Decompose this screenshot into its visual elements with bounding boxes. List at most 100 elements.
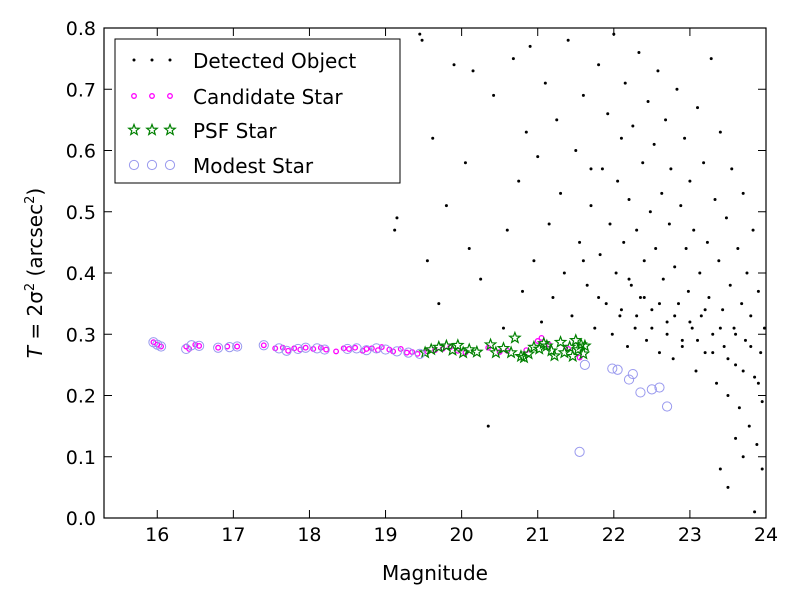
y-tick-label: 0.4 — [66, 263, 96, 285]
y-axis-label-unit: (arcsec — [23, 204, 47, 283]
data-point — [517, 350, 531, 364]
data-point — [698, 271, 702, 275]
data-point — [760, 400, 764, 404]
data-point — [579, 359, 591, 370]
data-point — [626, 345, 630, 348]
data-point — [463, 161, 467, 165]
data-point — [741, 369, 745, 373]
data-point — [368, 345, 375, 352]
data-point — [703, 351, 707, 355]
data-point — [762, 326, 766, 330]
data-point — [363, 346, 370, 352]
data-point — [607, 363, 618, 374]
data-point — [749, 345, 753, 348]
data-point — [610, 332, 614, 336]
legend-marker — [128, 159, 140, 171]
data-point — [565, 349, 580, 363]
data-point — [414, 348, 425, 359]
data-point — [505, 228, 509, 232]
chart-marks — [148, 32, 766, 514]
data-point — [665, 332, 669, 336]
data-point — [686, 289, 690, 293]
data-point — [650, 308, 654, 312]
data-point — [281, 345, 292, 356]
data-point — [437, 302, 441, 306]
data-point — [732, 326, 736, 330]
data-point — [562, 271, 566, 275]
data-point — [699, 314, 703, 318]
data-point — [627, 368, 638, 380]
data-point — [471, 69, 475, 73]
data-point — [671, 357, 675, 361]
data-point — [479, 277, 483, 281]
data-point — [696, 338, 700, 342]
data-point — [753, 510, 757, 514]
y-tick-label: 0.0 — [66, 508, 96, 530]
data-point — [614, 271, 618, 275]
data-point — [547, 222, 551, 226]
x-tick-label: 23 — [678, 524, 702, 546]
data-point — [292, 343, 304, 355]
data-point — [688, 179, 692, 183]
legend-label: PSF Star — [193, 119, 277, 143]
data-point — [585, 283, 589, 287]
data-point — [319, 344, 330, 355]
data-point — [680, 338, 684, 342]
data-point — [547, 348, 562, 362]
data-point — [393, 228, 397, 232]
data-point — [524, 130, 528, 134]
x-tick-label: 20 — [450, 524, 474, 546]
data-point — [652, 142, 656, 146]
data-point — [751, 228, 755, 232]
data-point — [747, 424, 751, 428]
data-point — [760, 467, 764, 471]
data-point — [612, 364, 623, 375]
data-point — [679, 204, 683, 208]
x-tick-label: 22 — [602, 524, 626, 546]
data-point — [589, 204, 593, 208]
data-point — [273, 343, 285, 354]
data-point — [540, 320, 544, 324]
data-point — [378, 344, 385, 351]
data-point — [450, 338, 465, 352]
data-point — [705, 240, 709, 244]
data-point — [544, 343, 559, 357]
data-point — [715, 381, 719, 385]
data-point — [756, 289, 760, 293]
data-point — [501, 326, 505, 330]
data-point — [740, 302, 744, 306]
data-point — [536, 155, 540, 159]
data-point — [351, 343, 362, 354]
data-point — [635, 314, 639, 318]
data-point — [574, 337, 588, 351]
data-point — [637, 51, 641, 54]
x-axis-ticks: 16 17 18 19 20 21 22 23 24 — [145, 28, 778, 546]
y-axis-label: T = 2σ2 (arcsec2) — [23, 188, 47, 358]
y-axis-ticks: 0.0 0.1 0.2 0.3 0.4 0.5 0.6 0.7 0.8 — [66, 18, 766, 530]
data-point — [578, 338, 592, 352]
data-point — [194, 340, 205, 351]
data-point — [534, 338, 541, 344]
data-point — [618, 314, 622, 318]
data-point — [492, 93, 496, 97]
data-point — [260, 342, 267, 349]
data-point — [504, 345, 518, 359]
data-point — [660, 191, 664, 195]
y-tick-label: 0.6 — [66, 141, 96, 163]
data-point — [562, 339, 577, 353]
y-tick-label: 0.5 — [66, 202, 96, 224]
data-point — [186, 340, 197, 351]
data-point — [669, 167, 673, 171]
y-axis-label-unit-sup: 2 — [23, 196, 38, 204]
data-point — [566, 38, 570, 42]
data-point — [696, 106, 700, 110]
data-point — [665, 320, 669, 324]
data-point — [728, 283, 732, 287]
data-point — [574, 446, 585, 457]
data-point — [741, 455, 745, 459]
y-tick-label: 0.3 — [66, 324, 96, 346]
data-point — [539, 338, 554, 352]
data-point — [657, 351, 661, 355]
data-point — [635, 228, 639, 232]
data-point — [543, 81, 547, 85]
